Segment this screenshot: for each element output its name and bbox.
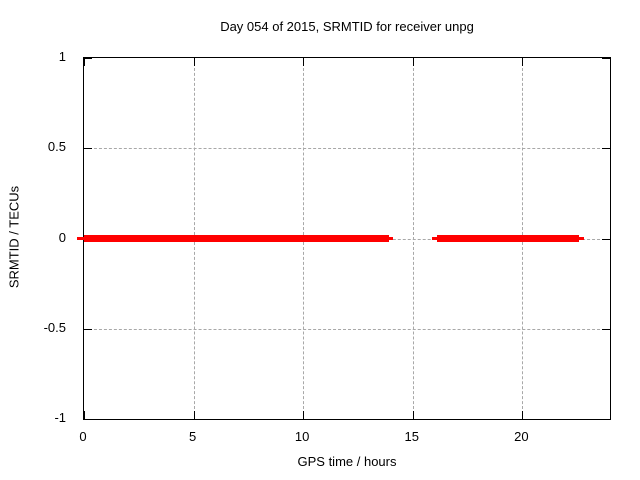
y-tick-label-0: 0	[58, 229, 66, 245]
y-tick-right-1	[602, 58, 610, 59]
y-tick-right-0	[602, 238, 610, 240]
series-SRMTID-segment-1	[436, 235, 580, 242]
y-tick-left--0.5	[84, 328, 92, 330]
x-tick-top-10	[303, 58, 305, 66]
x-tick-label-15: 15	[404, 429, 419, 444]
y-tick-label-0.5: 0.5	[47, 139, 66, 155]
x-tick-bottom-10	[303, 411, 305, 419]
x-tick-bottom-5	[193, 411, 195, 419]
y-tick-label-1: 1	[58, 49, 66, 64]
x-tick-label-20: 20	[514, 429, 529, 444]
y-tick-label--0.5: -0.5	[43, 319, 66, 335]
y-tick-right--1	[602, 419, 610, 420]
y-tick-right-0.5	[602, 148, 610, 150]
y-tick-left-0.5	[84, 148, 92, 150]
x-axis-label: GPS time / hours	[297, 454, 397, 469]
gridline-y--0.5	[84, 328, 610, 330]
x-tick-bottom-20	[522, 411, 524, 419]
x-tick-label-5: 5	[188, 429, 197, 444]
y-tick-right--0.5	[602, 328, 610, 330]
x-tick-top-0	[84, 58, 85, 66]
gridline-y-0.5	[84, 148, 610, 150]
x-tick-label-0: 0	[79, 429, 87, 444]
y-tick-label--1: -1	[54, 410, 66, 425]
chart-title: Day 054 of 2015, SRMTID for receiver unp…	[220, 19, 474, 34]
x-tick-bottom-0	[84, 411, 85, 419]
series-SRMTID-segment-0	[84, 235, 389, 242]
x-tick-top-15	[412, 58, 414, 66]
y-tick-left-1	[84, 58, 92, 59]
plot-area	[77, 57, 611, 420]
x-tick-bottom-15	[412, 411, 414, 419]
x-tick-label-10: 10	[294, 429, 310, 444]
x-tick-top-5	[193, 58, 195, 66]
x-tick-top-20	[522, 58, 524, 66]
y-tick-left--1	[84, 419, 92, 420]
